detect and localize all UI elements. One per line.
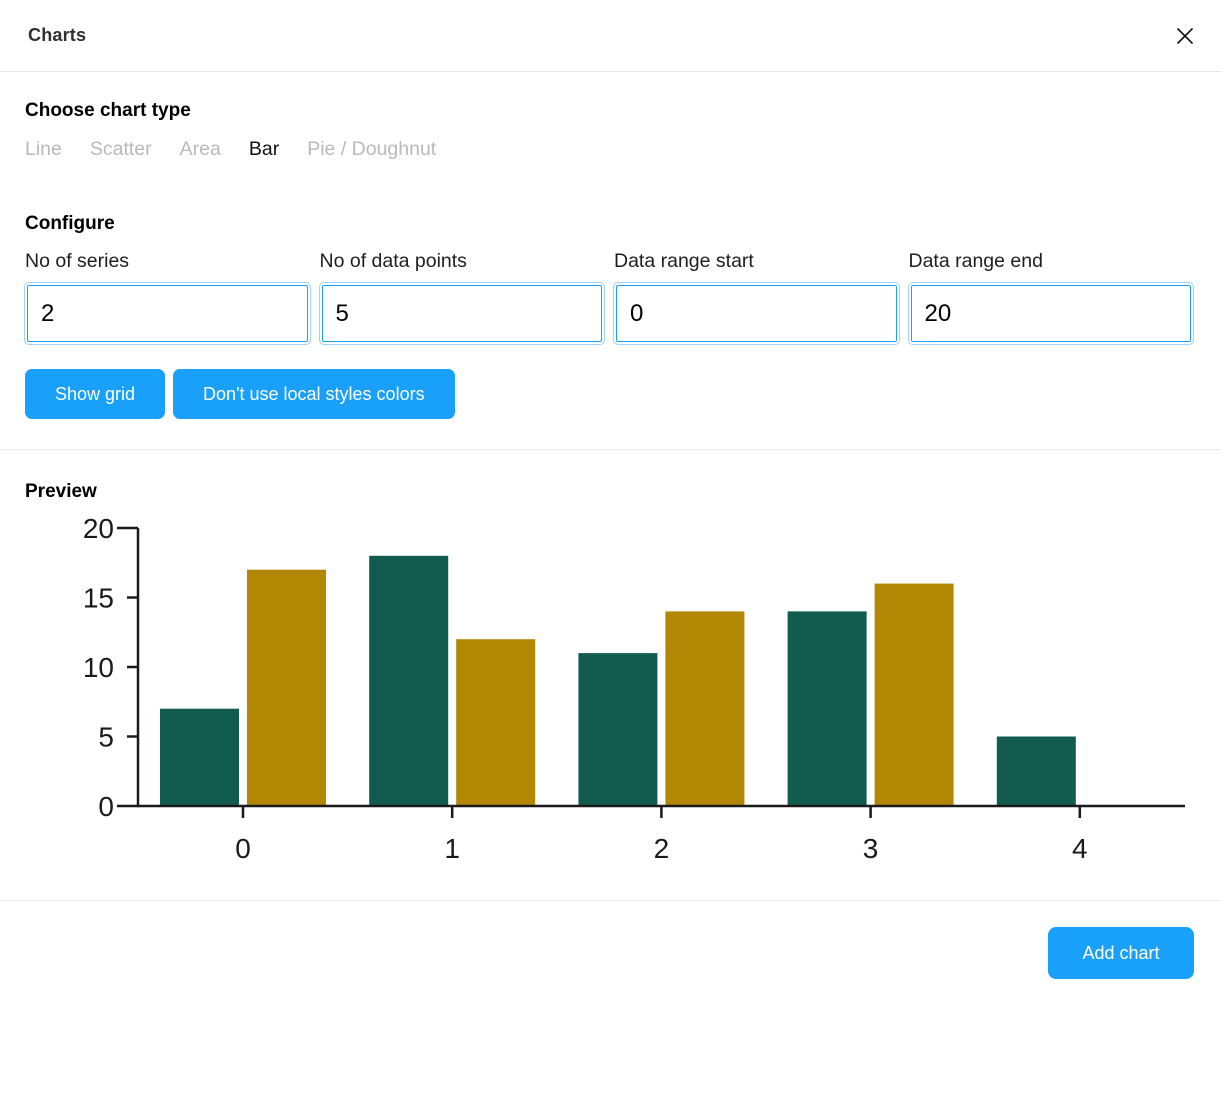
chart-type-heading: Choose chart type (25, 100, 191, 122)
bar-series-2-cat3 (875, 584, 954, 806)
chart-type-tabs: Line Scatter Area Bar Pie / Doughnut (25, 138, 436, 161)
no-of-series-label: No of series (25, 250, 310, 273)
configure-fields: No of series No of data points Data rang… (25, 250, 1193, 342)
y-tick-label: 20 (83, 513, 114, 544)
tab-bar[interactable]: Bar (249, 138, 279, 161)
y-tick-label: 0 (98, 791, 114, 822)
bar-series-1-cat1 (369, 556, 448, 806)
add-chart-button[interactable]: Add chart (1048, 927, 1194, 979)
x-tick-label: 2 (654, 833, 670, 864)
field-data-range-end: Data range end (909, 250, 1194, 342)
field-no-of-series: No of series (25, 250, 310, 342)
local-styles-colors-button[interactable]: Don't use local styles colors (173, 369, 455, 419)
x-tick-label: 3 (863, 833, 879, 864)
no-of-series-input[interactable] (27, 285, 308, 342)
y-tick-label: 10 (83, 652, 114, 683)
y-tick-label: 5 (98, 722, 114, 753)
data-range-end-label: Data range end (909, 250, 1194, 273)
configure-heading: Configure (25, 213, 115, 235)
page-title: Charts (28, 25, 86, 46)
bar-series-1-cat4 (997, 737, 1076, 807)
bar-series-1-cat3 (788, 611, 867, 806)
field-data-range-start: Data range start (614, 250, 899, 342)
preview-chart: 0 5 10 15 20 0 1 2 3 4 (0, 510, 1221, 875)
show-grid-button[interactable]: Show grid (25, 369, 165, 419)
configure-buttons: Show grid Don't use local styles colors (25, 369, 455, 419)
bar-series-1-cat2 (578, 653, 657, 806)
header-divider (0, 71, 1221, 72)
data-range-end-input[interactable] (911, 285, 1192, 342)
preview-chart-svg: 0 5 10 15 20 0 1 2 3 4 (0, 510, 1221, 875)
preview-heading: Preview (25, 481, 97, 503)
close-button[interactable] (1171, 22, 1199, 50)
data-range-start-label: Data range start (614, 250, 899, 273)
bar-series-2-cat2 (665, 611, 744, 806)
field-no-of-data-points: No of data points (320, 250, 605, 342)
tab-area[interactable]: Area (180, 138, 221, 161)
data-range-start-input[interactable] (616, 285, 897, 342)
close-icon (1173, 24, 1197, 48)
tab-line[interactable]: Line (25, 138, 62, 161)
no-of-data-points-label: No of data points (320, 250, 605, 273)
bar-series-2-cat0 (247, 570, 326, 806)
charts-dialog: Charts Choose chart type Line Scatter Ar… (0, 0, 1221, 1117)
tab-scatter[interactable]: Scatter (90, 138, 152, 161)
tab-pie-doughnut[interactable]: Pie / Doughnut (307, 138, 436, 161)
bar-series-2-cat1 (456, 639, 535, 806)
no-of-data-points-input[interactable] (322, 285, 603, 342)
bar-series-1-cat0 (160, 709, 239, 806)
footer-divider (0, 900, 1221, 901)
x-tick-label: 1 (444, 833, 460, 864)
x-tick-label: 0 (235, 833, 251, 864)
y-tick-label: 15 (83, 583, 114, 614)
configure-preview-divider (0, 449, 1221, 450)
x-tick-label: 4 (1072, 833, 1088, 864)
